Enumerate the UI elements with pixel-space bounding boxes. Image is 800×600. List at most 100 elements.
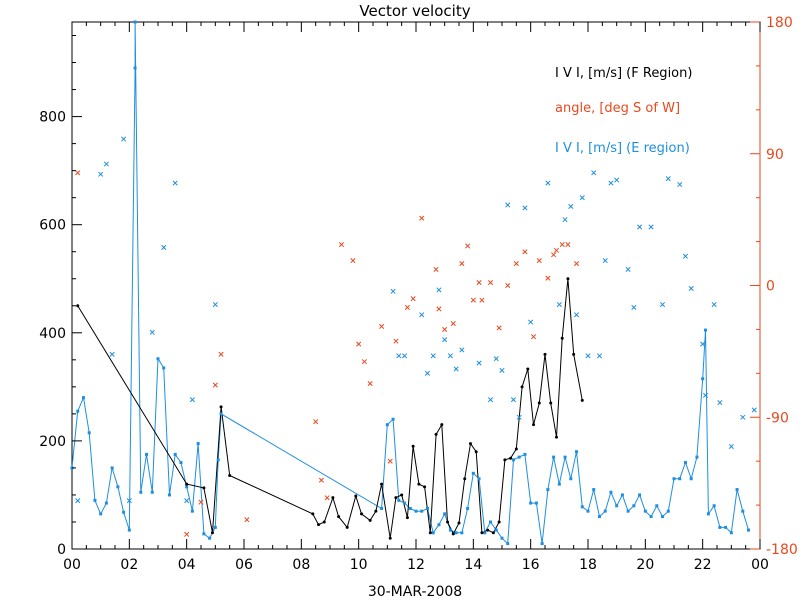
e-region-point — [216, 458, 220, 462]
f-region-point — [554, 435, 558, 439]
e-region-point — [620, 493, 624, 497]
e-region-angle-marker — [510, 397, 517, 403]
e-region-point — [122, 510, 126, 514]
x-marker-stroke — [499, 367, 505, 373]
e-region-point — [110, 466, 114, 470]
f-region-point — [76, 304, 80, 308]
x-marker-stroke — [556, 301, 562, 308]
legend-angle: angle, [deg S of W] — [555, 101, 680, 116]
x-marker-stroke — [513, 260, 519, 267]
angle-marker — [487, 280, 494, 286]
x-marker-stroke — [161, 244, 167, 250]
e-region-point — [133, 20, 137, 24]
x-tick-label: 06 — [235, 557, 253, 573]
x-marker-stroke — [218, 351, 224, 357]
e-region-angle-marker — [573, 312, 580, 318]
e-region-angle-marker — [172, 180, 178, 186]
angle-marker — [496, 325, 502, 331]
e-region-point — [712, 504, 716, 508]
x-marker-stroke — [379, 323, 385, 330]
angle-marker — [565, 241, 571, 248]
e-region-point — [167, 493, 171, 497]
right-y-tick-label: 90 — [766, 147, 784, 163]
left-y-tick-label: 200 — [39, 434, 66, 450]
f-region-point — [497, 520, 501, 524]
angle-marker — [387, 458, 393, 464]
e-region-point — [208, 536, 212, 540]
x-marker-stroke — [436, 287, 442, 293]
e-region-point — [380, 506, 384, 510]
x-marker-stroke — [682, 253, 689, 259]
e-region-point — [460, 531, 464, 535]
f-region-point — [311, 512, 315, 516]
e-region-angle-marker — [740, 414, 746, 420]
x-marker-stroke — [559, 241, 565, 248]
x-tick-label: 12 — [407, 557, 425, 573]
e-region-angle-marker — [637, 224, 643, 230]
e-region-point — [586, 509, 590, 513]
e-region-point — [704, 328, 708, 332]
e-region-angle-marker — [711, 301, 717, 308]
e-region-angle-marker — [184, 498, 190, 504]
x-marker-stroke — [470, 297, 476, 303]
f-region-point — [337, 515, 341, 519]
x-marker-stroke — [751, 407, 757, 413]
f-region-point — [526, 367, 530, 371]
e-region-point — [695, 455, 699, 459]
e-region-angle-marker — [476, 360, 482, 366]
x-marker-stroke — [459, 347, 465, 353]
angle-marker — [545, 275, 551, 281]
f-region-point — [480, 531, 484, 535]
x-marker-stroke — [487, 397, 494, 403]
x-marker-stroke — [573, 312, 580, 318]
e-region-point — [489, 520, 493, 524]
x-tick-label: 00 — [63, 557, 81, 573]
angle-marker — [476, 280, 482, 286]
x-marker-stroke — [98, 171, 104, 177]
angle-marker — [184, 531, 190, 537]
x-marker-stroke — [318, 477, 324, 483]
e-region-point — [741, 509, 745, 513]
f-region-point — [532, 423, 536, 427]
left-y-tick-label: 400 — [39, 326, 66, 342]
e-region-angle-marker — [751, 407, 757, 413]
x-marker-stroke — [711, 301, 717, 308]
angle-marker — [419, 215, 425, 221]
angle-marker — [442, 326, 448, 332]
e-region-angle-marker — [608, 180, 614, 186]
f-region-point — [345, 525, 349, 529]
e-region-angle-marker — [390, 288, 396, 294]
x-tick-label: 22 — [694, 557, 712, 573]
e-region-point — [99, 512, 103, 516]
e-region-point — [391, 417, 395, 421]
x-marker-stroke — [324, 495, 330, 501]
e-region-point — [219, 412, 223, 416]
e-region-point — [408, 506, 412, 510]
e-region-point — [466, 506, 470, 510]
e-region-point — [546, 488, 550, 492]
right-y-tick-label: -90 — [766, 410, 789, 426]
angle-marker — [75, 170, 81, 176]
f-region-point — [322, 520, 326, 524]
right-y-tick-label: -180 — [766, 542, 798, 558]
x-marker-stroke — [565, 241, 571, 248]
e-region-point — [666, 509, 670, 513]
f-region-point — [405, 516, 409, 520]
e-region-angle-marker — [596, 353, 603, 359]
e-region-point — [563, 455, 567, 459]
e-region-point — [683, 461, 687, 465]
f-region-point — [566, 277, 570, 281]
x-marker-stroke — [688, 285, 694, 291]
e-region-point — [443, 512, 447, 516]
e-region-point — [552, 455, 556, 459]
e-region-angle-marker — [562, 217, 568, 223]
angle-marker — [212, 382, 218, 388]
e-region-point — [196, 442, 200, 446]
x-marker-stroke — [313, 419, 319, 425]
x-marker-stroke — [121, 136, 127, 142]
angle-marker — [350, 258, 356, 264]
e-region-point — [747, 528, 751, 532]
e-region-point — [471, 471, 475, 475]
e-region-angle-marker — [631, 304, 637, 311]
angle-marker — [393, 338, 399, 344]
